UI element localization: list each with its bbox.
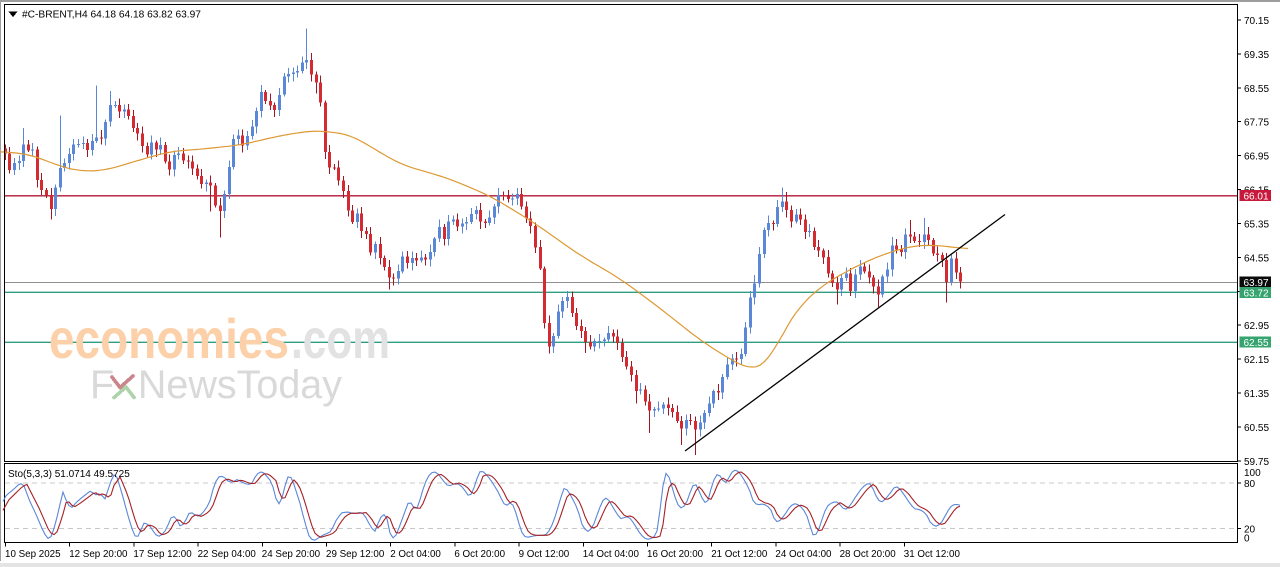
- svg-text:12 Sep 20:00: 12 Sep 20:00: [69, 549, 128, 560]
- svg-text:#C-BRENT,H4 64.18 64.18 63.82: #C-BRENT,H4 64.18 64.18 63.82 63.97: [22, 10, 201, 21]
- svg-text:80: 80: [1244, 479, 1256, 490]
- svg-text:65.35: 65.35: [1244, 220, 1269, 231]
- svg-text:63.72: 63.72: [1244, 289, 1269, 300]
- svg-text:31 Oct 12:00: 31 Oct 12:00: [904, 549, 961, 560]
- svg-text:62.55: 62.55: [1244, 338, 1269, 349]
- svg-text:68.55: 68.55: [1244, 84, 1269, 95]
- svg-text:17 Sep 12:00: 17 Sep 12:00: [133, 549, 192, 560]
- svg-text:29 Sep 12:00: 29 Sep 12:00: [326, 549, 385, 560]
- svg-text:F NewsToday: F NewsToday: [90, 363, 342, 407]
- svg-text:6 Oct 20:00: 6 Oct 20:00: [454, 549, 505, 560]
- svg-text:100: 100: [1244, 468, 1261, 479]
- svg-text:0: 0: [1244, 534, 1250, 545]
- svg-text:62.15: 62.15: [1244, 355, 1269, 366]
- svg-text:Sto(5,3,3) 51.0714 49.5725: Sto(5,3,3) 51.0714 49.5725: [8, 469, 130, 480]
- svg-text:66.95: 66.95: [1244, 152, 1269, 163]
- svg-text:22 Sep 04:00: 22 Sep 04:00: [198, 549, 257, 560]
- svg-text:70.15: 70.15: [1244, 16, 1269, 27]
- svg-text:20: 20: [1244, 525, 1256, 536]
- svg-text:21 Oct 12:00: 21 Oct 12:00: [711, 549, 768, 560]
- svg-text:9 Oct 12:00: 9 Oct 12:00: [519, 549, 570, 560]
- svg-text:60.55: 60.55: [1244, 423, 1269, 434]
- svg-text:59.75: 59.75: [1244, 457, 1269, 468]
- svg-text:2 Oct 04:00: 2 Oct 04:00: [390, 549, 441, 560]
- svg-text:28 Oct 20:00: 28 Oct 20:00: [840, 549, 897, 560]
- svg-text:10 Sep 2025: 10 Sep 2025: [5, 549, 61, 560]
- svg-text:61.35: 61.35: [1244, 389, 1269, 400]
- svg-text:.com: .com: [291, 307, 390, 370]
- svg-text:69.35: 69.35: [1244, 50, 1269, 61]
- svg-text:14 Oct 04:00: 14 Oct 04:00: [583, 549, 640, 560]
- svg-text:24 Oct 04:00: 24 Oct 04:00: [775, 549, 832, 560]
- svg-text:24 Sep 20:00: 24 Sep 20:00: [262, 549, 321, 560]
- svg-text:62.95: 62.95: [1244, 321, 1269, 332]
- svg-text:economies: economies: [49, 307, 289, 370]
- svg-text:67.75: 67.75: [1244, 118, 1269, 129]
- svg-text:16 Oct 20:00: 16 Oct 20:00: [647, 549, 704, 560]
- svg-text:64.55: 64.55: [1244, 253, 1269, 264]
- svg-text:63.97: 63.97: [1244, 278, 1269, 289]
- svg-text:66.01: 66.01: [1244, 192, 1269, 203]
